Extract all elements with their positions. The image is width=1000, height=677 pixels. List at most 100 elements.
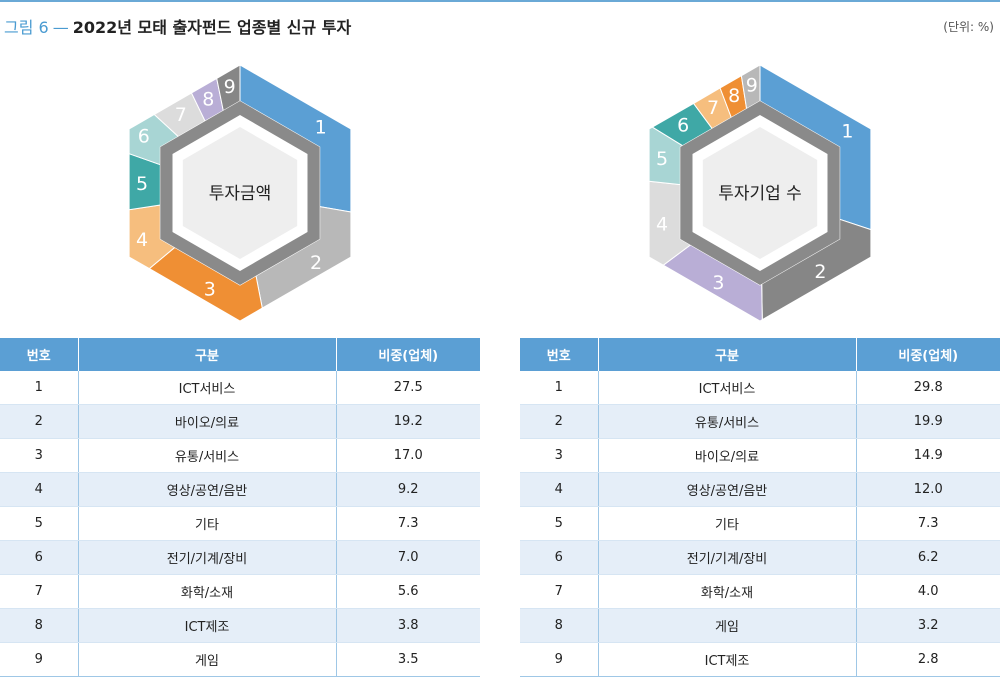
slice-number-3: 3: [712, 272, 724, 294]
cell-share: 7.3: [336, 506, 480, 541]
cell-no: 3: [0, 438, 79, 473]
table-row: 9 게임 3.5: [0, 642, 480, 677]
cell-share: 7.0: [336, 540, 480, 575]
cell-share: 14.9: [856, 438, 1000, 473]
table-row: 8 ICT제조 3.8: [0, 608, 480, 643]
table-amount: 번호 구분 비중(업체) 1 ICT서비스 27.5 2 바이오/의료 19.2 3 유통/서…: [0, 338, 480, 677]
cell-no: 7: [520, 574, 599, 609]
table-row: 6 전기/기계/장비 7.0: [0, 540, 480, 575]
cell-share: 17.0: [336, 438, 480, 473]
slice-number-8: 8: [728, 85, 740, 107]
cell-category: 영상/공연/음반: [598, 472, 857, 507]
cell-share: 5.6: [336, 574, 480, 609]
slice-number-3: 3: [204, 279, 216, 301]
cell-category: ICT제조: [78, 608, 337, 643]
cell-category: 게임: [598, 608, 857, 643]
cell-category: 게임: [78, 642, 337, 677]
table-row: 5 기타 7.3: [520, 506, 1000, 541]
cell-no: 2: [0, 404, 79, 439]
cell-no: 7: [0, 574, 79, 609]
table-row: 7 화학/소재 4.0: [520, 574, 1000, 609]
header-category: 구분: [78, 338, 337, 371]
cell-share: 19.2: [336, 404, 480, 439]
center-hex: [702, 127, 818, 259]
cell-no: 4: [0, 472, 79, 507]
top-rule: [0, 0, 1000, 2]
cell-category: 영상/공연/음반: [78, 472, 337, 507]
cell-category: 바이오/의료: [78, 404, 337, 439]
cell-category: ICT제조: [598, 642, 857, 677]
cell-category: 바이오/의료: [598, 438, 857, 473]
cell-category: 유통/서비스: [598, 404, 857, 439]
figure-title: 그림 6—2022년 모태 출자펀드 업종별 신규 투자: [4, 14, 351, 38]
slice-number-4: 4: [136, 229, 148, 251]
table-row: 3 바이오/의료 14.9: [520, 438, 1000, 473]
chart-title: 2022년 모태 출자펀드 업종별 신규 투자: [72, 18, 352, 37]
cell-category: 화학/소재: [598, 574, 857, 609]
slice-number-8: 8: [202, 88, 214, 110]
table-row: 4 영상/공연/음반 12.0: [520, 472, 1000, 507]
cell-no: 8: [520, 608, 599, 643]
slice-number-2: 2: [814, 261, 826, 283]
cell-share: 3.2: [856, 608, 1000, 643]
header-share: 비중(업체): [336, 338, 480, 371]
center-hex: [182, 127, 298, 259]
unit-label: (단위: %): [943, 20, 994, 34]
slice-number-7: 7: [707, 97, 719, 119]
cell-category: ICT서비스: [78, 371, 337, 405]
table-row: 1 ICT서비스 29.8: [520, 371, 1000, 405]
cell-share: 29.8: [856, 371, 1000, 405]
table-companies: 번호 구분 비중(업체) 1 ICT서비스 29.8 2 유통/서비스 19.9 3 바이오/…: [520, 338, 1000, 677]
table-header-row: 번호 구분 비중(업체): [0, 338, 480, 371]
hex-chart-amount: 1 2 3 4 5 6 789 투자금액: [128, 64, 352, 322]
cell-no: 5: [520, 506, 599, 541]
slice-number-6: 6: [138, 126, 150, 148]
cell-share: 12.0: [856, 472, 1000, 507]
header-no: 번호: [520, 338, 599, 371]
table-row: 6 전기/기계/장비 6.2: [520, 540, 1000, 575]
cell-share: 4.0: [856, 574, 1000, 609]
figure-label: 그림 6: [4, 18, 49, 37]
header-share: 비중(업체): [856, 338, 1000, 371]
slice-number-1: 1: [315, 117, 327, 139]
cell-no: 8: [0, 608, 79, 643]
slice-number-1: 1: [841, 121, 853, 143]
table-row: 9 ICT제조 2.8: [520, 642, 1000, 677]
slice-number-5: 5: [136, 173, 148, 195]
cell-no: 9: [0, 642, 79, 677]
cell-no: 9: [520, 642, 599, 677]
slice-number-4: 4: [656, 213, 668, 235]
title-dash: —: [52, 18, 69, 37]
table-row: 7 화학/소재 5.6: [0, 574, 480, 609]
cell-category: 기타: [78, 506, 337, 541]
table-row: 2 유통/서비스 19.9: [520, 404, 1000, 439]
table-row: 3 유통/서비스 17.0: [0, 438, 480, 473]
slices: [648, 64, 872, 322]
center-label: 투자기업 수: [718, 184, 802, 204]
slice-number-5: 5: [656, 148, 668, 170]
cell-share: 3.5: [336, 642, 480, 677]
cell-share: 27.5: [336, 371, 480, 405]
table-row: 5 기타 7.3: [0, 506, 480, 541]
cell-no: 1: [520, 371, 599, 405]
slice-number-9: 9: [746, 75, 758, 97]
cell-no: 6: [0, 540, 79, 575]
table-row: 4 영상/공연/음반 9.2: [0, 472, 480, 507]
cell-category: 기타: [598, 506, 857, 541]
slice-number-2: 2: [310, 252, 322, 274]
cell-category: ICT서비스: [598, 371, 857, 405]
cell-share: 2.8: [856, 642, 1000, 677]
cell-category: 화학/소재: [78, 574, 337, 609]
cell-no: 5: [0, 506, 79, 541]
cell-share: 7.3: [856, 506, 1000, 541]
cell-no: 4: [520, 472, 599, 507]
cell-category: 전기/기계/장비: [78, 540, 337, 575]
cell-share: 9.2: [336, 472, 480, 507]
table-row: 2 바이오/의료 19.2: [0, 404, 480, 439]
cell-category: 유통/서비스: [78, 438, 337, 473]
slice-number-6: 6: [677, 114, 689, 136]
cell-share: 6.2: [856, 540, 1000, 575]
cell-no: 6: [520, 540, 599, 575]
header-no: 번호: [0, 338, 79, 371]
